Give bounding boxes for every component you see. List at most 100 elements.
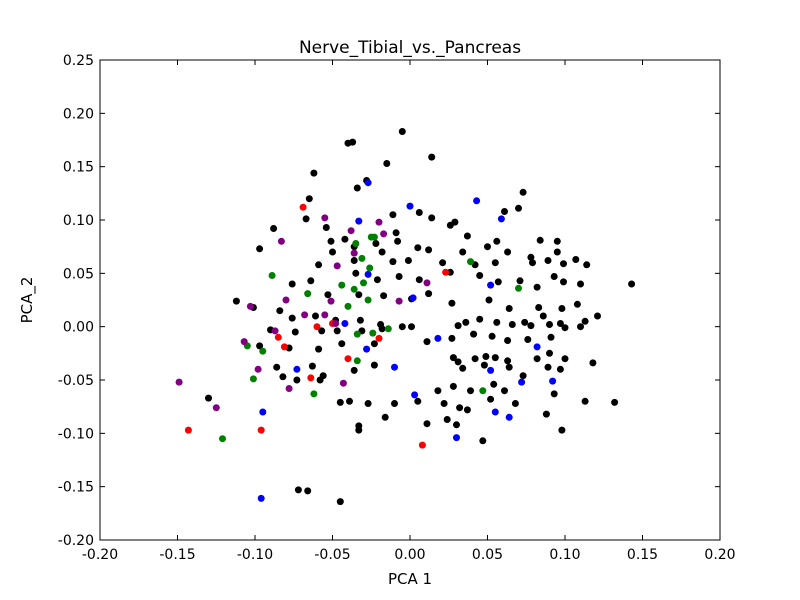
data-point (378, 325, 386, 333)
data-point (425, 290, 433, 298)
data-point (389, 211, 397, 219)
data-point (473, 197, 481, 205)
data-point (256, 245, 264, 253)
data-point (463, 406, 471, 414)
x-tick-label: 0.10 (549, 547, 580, 563)
data-point (504, 248, 512, 256)
data-point (462, 318, 470, 326)
y-axis-label: PCA_2 (18, 277, 37, 324)
data-point (415, 209, 423, 216)
data-point (476, 272, 484, 279)
data-point (336, 498, 344, 506)
data-point (391, 400, 398, 407)
data-point (546, 321, 553, 328)
data-point (470, 330, 478, 338)
data-point (594, 312, 601, 320)
data-point (280, 343, 288, 351)
data-point (561, 324, 569, 332)
data-point (346, 397, 353, 405)
y-tick-label: 0.10 (63, 213, 94, 229)
data-point (398, 128, 406, 135)
data-point (487, 281, 495, 289)
data-point (341, 320, 349, 327)
data-point (394, 237, 402, 245)
data-point (501, 208, 508, 215)
data-point (479, 437, 487, 445)
data-point (550, 390, 558, 398)
data-point (518, 378, 526, 386)
data-point (338, 340, 346, 348)
data-point (232, 297, 240, 305)
series-3 (219, 233, 522, 443)
x-tick-label: -0.15 (159, 547, 195, 563)
data-point (558, 426, 566, 434)
data-point (549, 377, 557, 385)
data-point (332, 320, 340, 327)
data-point (581, 397, 589, 405)
data-point (353, 357, 361, 365)
x-tick-label: 0.05 (472, 547, 503, 563)
x-tick-label: -0.20 (82, 547, 118, 563)
data-point (363, 345, 371, 353)
data-point (175, 378, 183, 386)
data-points (175, 128, 636, 506)
data-point (446, 221, 454, 229)
data-point (409, 294, 417, 302)
data-point (350, 285, 358, 293)
y-tick-label: -0.10 (58, 426, 94, 442)
data-point (373, 276, 381, 284)
data-point (312, 312, 319, 320)
data-point (381, 413, 389, 421)
data-point (304, 290, 312, 298)
data-point (558, 305, 566, 312)
data-point (288, 280, 296, 288)
y-tick-label: 0.20 (63, 106, 94, 122)
data-point (533, 355, 541, 363)
data-point (378, 248, 386, 256)
data-point (316, 376, 324, 384)
data-point (504, 337, 512, 344)
data-point (349, 138, 357, 146)
y-axis-ticks: -0.20 -0.15 -0.10 -0.05 0.00 0.05 0.10 0.15 0.20… (58, 53, 720, 549)
data-point (356, 316, 364, 324)
data-point (383, 160, 391, 167)
data-point (439, 259, 447, 267)
data-point (392, 229, 400, 237)
data-point (423, 338, 431, 346)
data-point (353, 330, 361, 338)
data-point (529, 259, 536, 267)
series-1 (257, 179, 557, 502)
data-point (490, 380, 498, 388)
data-point (415, 276, 423, 284)
data-point (219, 435, 226, 443)
data-point (274, 333, 282, 341)
x-tick-label: 0.15 (627, 547, 658, 563)
data-point (276, 307, 284, 315)
data-point (482, 353, 490, 360)
data-point (380, 292, 388, 300)
data-point (341, 235, 349, 243)
data-point (212, 404, 220, 412)
data-point (395, 273, 403, 280)
data-point (425, 246, 433, 254)
data-point (611, 398, 619, 406)
data-point (553, 237, 561, 245)
data-point (366, 264, 374, 272)
data-point (527, 253, 535, 261)
data-point (423, 420, 431, 428)
data-point (560, 278, 567, 286)
data-point (355, 217, 363, 225)
data-point (398, 323, 406, 331)
data-point (256, 342, 264, 350)
data-point (553, 248, 561, 256)
data-point (493, 318, 501, 326)
data-point (291, 328, 299, 336)
data-point (459, 248, 467, 256)
data-point (491, 408, 499, 416)
data-point (375, 218, 383, 226)
data-point (454, 322, 462, 330)
data-point (364, 179, 372, 187)
data-point (524, 336, 532, 343)
data-point (327, 237, 335, 245)
y-tick-label: 0.25 (63, 53, 94, 69)
